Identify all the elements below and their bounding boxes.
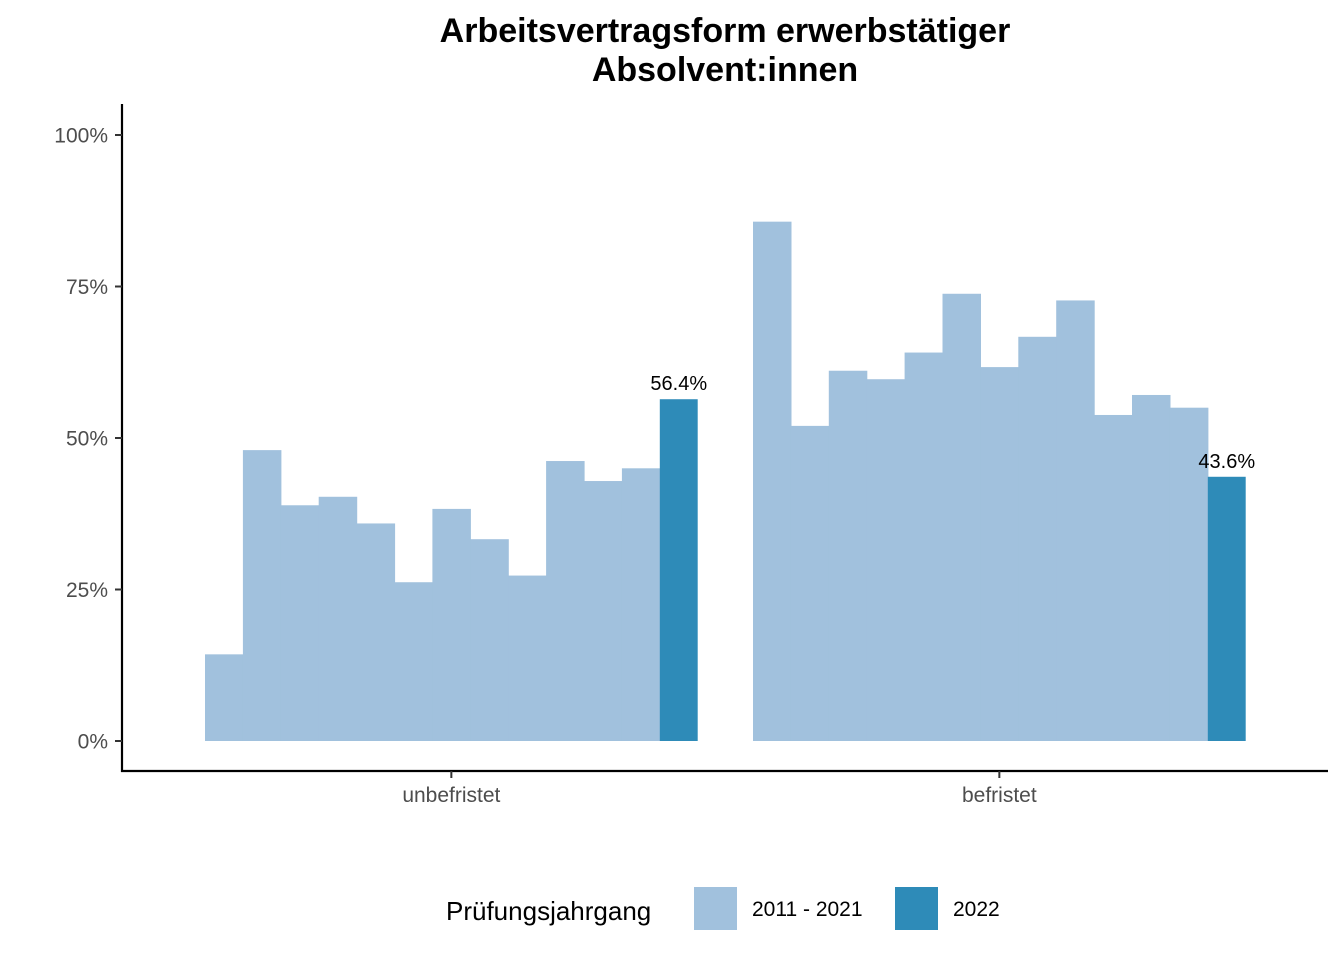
bar-unbefristet-history-1 <box>205 654 244 741</box>
bar-unbefristet-history-6 <box>394 582 433 741</box>
bar-befristet-history-2 <box>790 425 830 741</box>
x-tick-label-unbefristet: unbefristet <box>402 784 500 807</box>
bar-unbefristet-history-12 <box>621 468 661 741</box>
bars-layer: 56.4% 43.6% <box>205 221 1255 741</box>
x-tick-label-befristet: befristet <box>962 784 1037 807</box>
bar-unbefristet-history-7 <box>432 508 471 741</box>
bar-befristet-history-6 <box>942 293 981 741</box>
bar-befristet-history-1 <box>753 221 792 741</box>
axes-layer: 0% 25% 50% 75% 100% unbefristet befristet <box>54 104 1328 807</box>
bar-befristet-history-8 <box>1018 336 1057 741</box>
legend: Prüfungsjahrgang 2011 - 2021 2022 <box>446 887 1000 930</box>
bar-befristet-history-3 <box>828 370 868 741</box>
bar-unbefristet-history-10 <box>546 461 585 741</box>
y-tick-label-25: 25% <box>66 579 108 602</box>
bar-befristet-current <box>1207 476 1246 741</box>
legend-key-2022 <box>895 887 938 930</box>
bar-unbefristet-history-9 <box>508 575 547 741</box>
bar-befristet-history-12 <box>1169 407 1209 741</box>
data-label-befristet: 43.6% <box>1198 451 1255 473</box>
legend-key-2011-2021 <box>694 887 737 930</box>
bar-unbefristet-current <box>659 399 698 741</box>
legend-title: Prüfungsjahrgang <box>446 896 651 926</box>
y-tick-label-0: 0% <box>78 731 108 754</box>
bar-unbefristet-history-8 <box>470 539 509 741</box>
legend-label-1: 2011 - 2021 <box>752 898 863 921</box>
data-label-unbefristet: 56.4% <box>650 373 707 395</box>
bar-unbefristet-history-5 <box>356 523 396 741</box>
bar-unbefristet-history-4 <box>318 496 358 741</box>
bar-befristet-history-7 <box>980 367 1019 741</box>
bar-unbefristet-history-2 <box>242 450 282 741</box>
bar-unbefristet-history-11 <box>584 481 623 741</box>
bar-befristet-history-5 <box>904 352 944 741</box>
bar-befristet-history-11 <box>1132 394 1171 741</box>
bar-befristet-history-10 <box>1094 414 1133 741</box>
chart-subtitle: Absolvent:innen <box>592 51 858 89</box>
bar-unbefristet-history-3 <box>280 505 320 741</box>
y-tick-label-50: 50% <box>66 428 108 451</box>
bar-befristet-history-4 <box>866 379 906 741</box>
legend-label-2: 2022 <box>953 898 1000 921</box>
y-tick-label-100: 100% <box>54 125 108 148</box>
bar-befristet-history-9 <box>1056 300 1095 741</box>
y-tick-label-75: 75% <box>66 276 108 299</box>
chart-title: Arbeitsvertragsform erwerbstätiger <box>440 12 1011 50</box>
